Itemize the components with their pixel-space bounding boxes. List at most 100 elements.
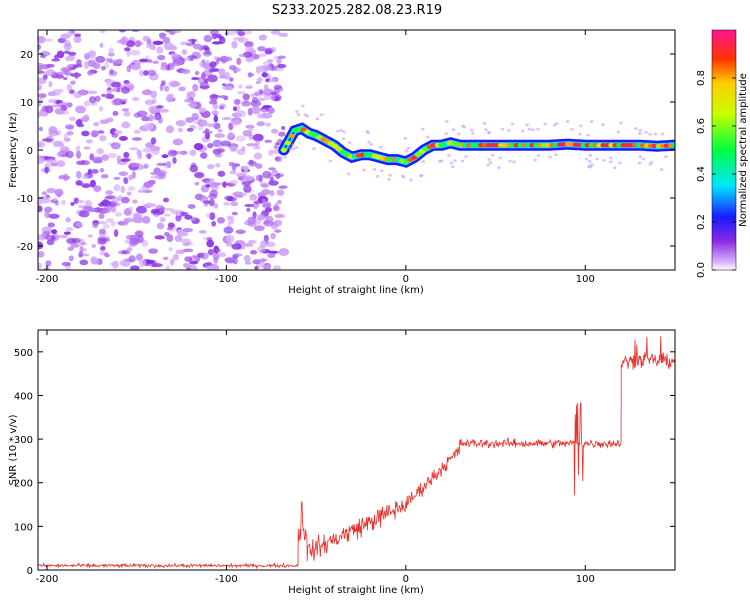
ridge-scatter xyxy=(291,147,296,150)
noise-blob xyxy=(111,133,119,138)
noise-blob xyxy=(207,74,218,83)
ridge-blob xyxy=(335,147,343,152)
noise-blob xyxy=(265,264,271,270)
noise-blob xyxy=(270,232,277,240)
noise-blob xyxy=(178,86,186,92)
noise-blob xyxy=(172,58,182,67)
noise-blob xyxy=(66,83,73,92)
noise-blob xyxy=(83,146,91,150)
noise-blob xyxy=(87,234,93,238)
noise-blob xyxy=(66,124,74,130)
noise-blob xyxy=(242,243,254,247)
ridge-blob xyxy=(300,127,307,132)
noise-blob xyxy=(98,106,104,112)
noise-blob xyxy=(63,133,69,140)
ridge-scatter xyxy=(653,132,658,136)
noise-blob xyxy=(278,131,286,137)
noise-blob xyxy=(213,56,218,60)
noise-blob xyxy=(169,258,175,266)
noise-blob xyxy=(74,64,83,68)
noise-blob xyxy=(106,205,111,214)
snr-ytick: 200 xyxy=(14,479,675,490)
noise-blob xyxy=(255,139,260,148)
ridge-scatter xyxy=(616,130,621,134)
ridge-scatter xyxy=(638,132,642,135)
noise-blob xyxy=(261,112,273,119)
spectrogram-ytick-label: 20 xyxy=(20,50,33,61)
noise-blob xyxy=(147,59,153,63)
noise-blob xyxy=(235,229,246,235)
spectrogram-xlabel: Height of straight line (km) xyxy=(288,285,424,296)
ridge-scatter xyxy=(447,154,451,157)
noise-blob xyxy=(75,150,82,159)
noise-blob xyxy=(264,49,273,55)
noise-blob xyxy=(268,149,274,156)
noise-blob xyxy=(261,72,268,78)
noise-blob xyxy=(264,139,273,143)
noise-blob xyxy=(125,40,136,48)
noise-blob xyxy=(230,179,238,185)
noise-blob xyxy=(80,182,91,187)
ridge-scatter xyxy=(403,136,408,140)
noise-blob xyxy=(41,138,53,142)
noise-blob xyxy=(245,85,253,89)
noise-blob xyxy=(116,87,121,93)
noise-blob xyxy=(198,107,207,113)
noise-blob xyxy=(129,49,141,56)
ridge-blob xyxy=(414,152,422,157)
colorbar: 0.0 0.2 0.4 0.6 0.8 Normalized spectral ampl… xyxy=(696,29,749,278)
noise-blob xyxy=(276,63,287,69)
ridge-scatter xyxy=(303,113,308,117)
noise-blob xyxy=(108,47,114,55)
noise-blob xyxy=(257,214,266,221)
noise-blob xyxy=(39,51,51,57)
noise-blob xyxy=(87,168,92,175)
noise-blob xyxy=(165,30,171,33)
noise-blob xyxy=(206,164,215,170)
noise-blob xyxy=(59,146,70,153)
noise-blob xyxy=(104,253,110,258)
noise-blob xyxy=(38,141,46,148)
noise-blob xyxy=(223,202,231,206)
noise-blob xyxy=(244,261,252,265)
ridge-scatter xyxy=(527,127,532,131)
noise-blob xyxy=(78,210,90,218)
noise-blob xyxy=(257,245,266,253)
noise-blob xyxy=(258,34,267,41)
ridge-scatter xyxy=(660,132,665,136)
noise-blob xyxy=(91,243,97,248)
noise-blob xyxy=(187,55,198,59)
noise-blob xyxy=(110,261,118,267)
snr-xtick: 0 xyxy=(403,330,409,585)
noise-blob xyxy=(69,116,76,121)
noise-blob xyxy=(174,30,181,34)
noise-blob xyxy=(44,166,49,174)
noise-blob xyxy=(229,170,237,175)
noise-blob xyxy=(247,240,257,244)
noise-blob xyxy=(242,130,253,137)
noise-blob xyxy=(267,252,276,259)
noise-blob xyxy=(231,120,242,126)
noise-blob xyxy=(38,126,43,132)
noise-blob xyxy=(274,68,284,72)
noise-blob xyxy=(154,235,165,240)
noise-blob xyxy=(221,117,232,121)
noise-blob xyxy=(110,221,116,227)
noise-blob xyxy=(207,142,214,149)
noise-blob xyxy=(134,230,144,237)
noise-blob xyxy=(80,242,87,246)
noise-blob xyxy=(132,96,140,102)
spectrogram-ytick-label: 0 xyxy=(27,146,33,157)
snr-ytick-label: 500 xyxy=(14,348,33,359)
noise-blob xyxy=(170,81,181,87)
ridge-scatter xyxy=(587,159,592,163)
ridge-scatter xyxy=(543,122,547,126)
ridge-scatter xyxy=(638,155,643,158)
noise-blob xyxy=(123,151,130,159)
noise-blob xyxy=(92,156,103,161)
noise-blob xyxy=(257,97,266,102)
noise-blob xyxy=(65,217,71,223)
noise-blob xyxy=(66,130,74,136)
noise-blob xyxy=(231,211,238,216)
ridge-scatter xyxy=(366,131,371,135)
